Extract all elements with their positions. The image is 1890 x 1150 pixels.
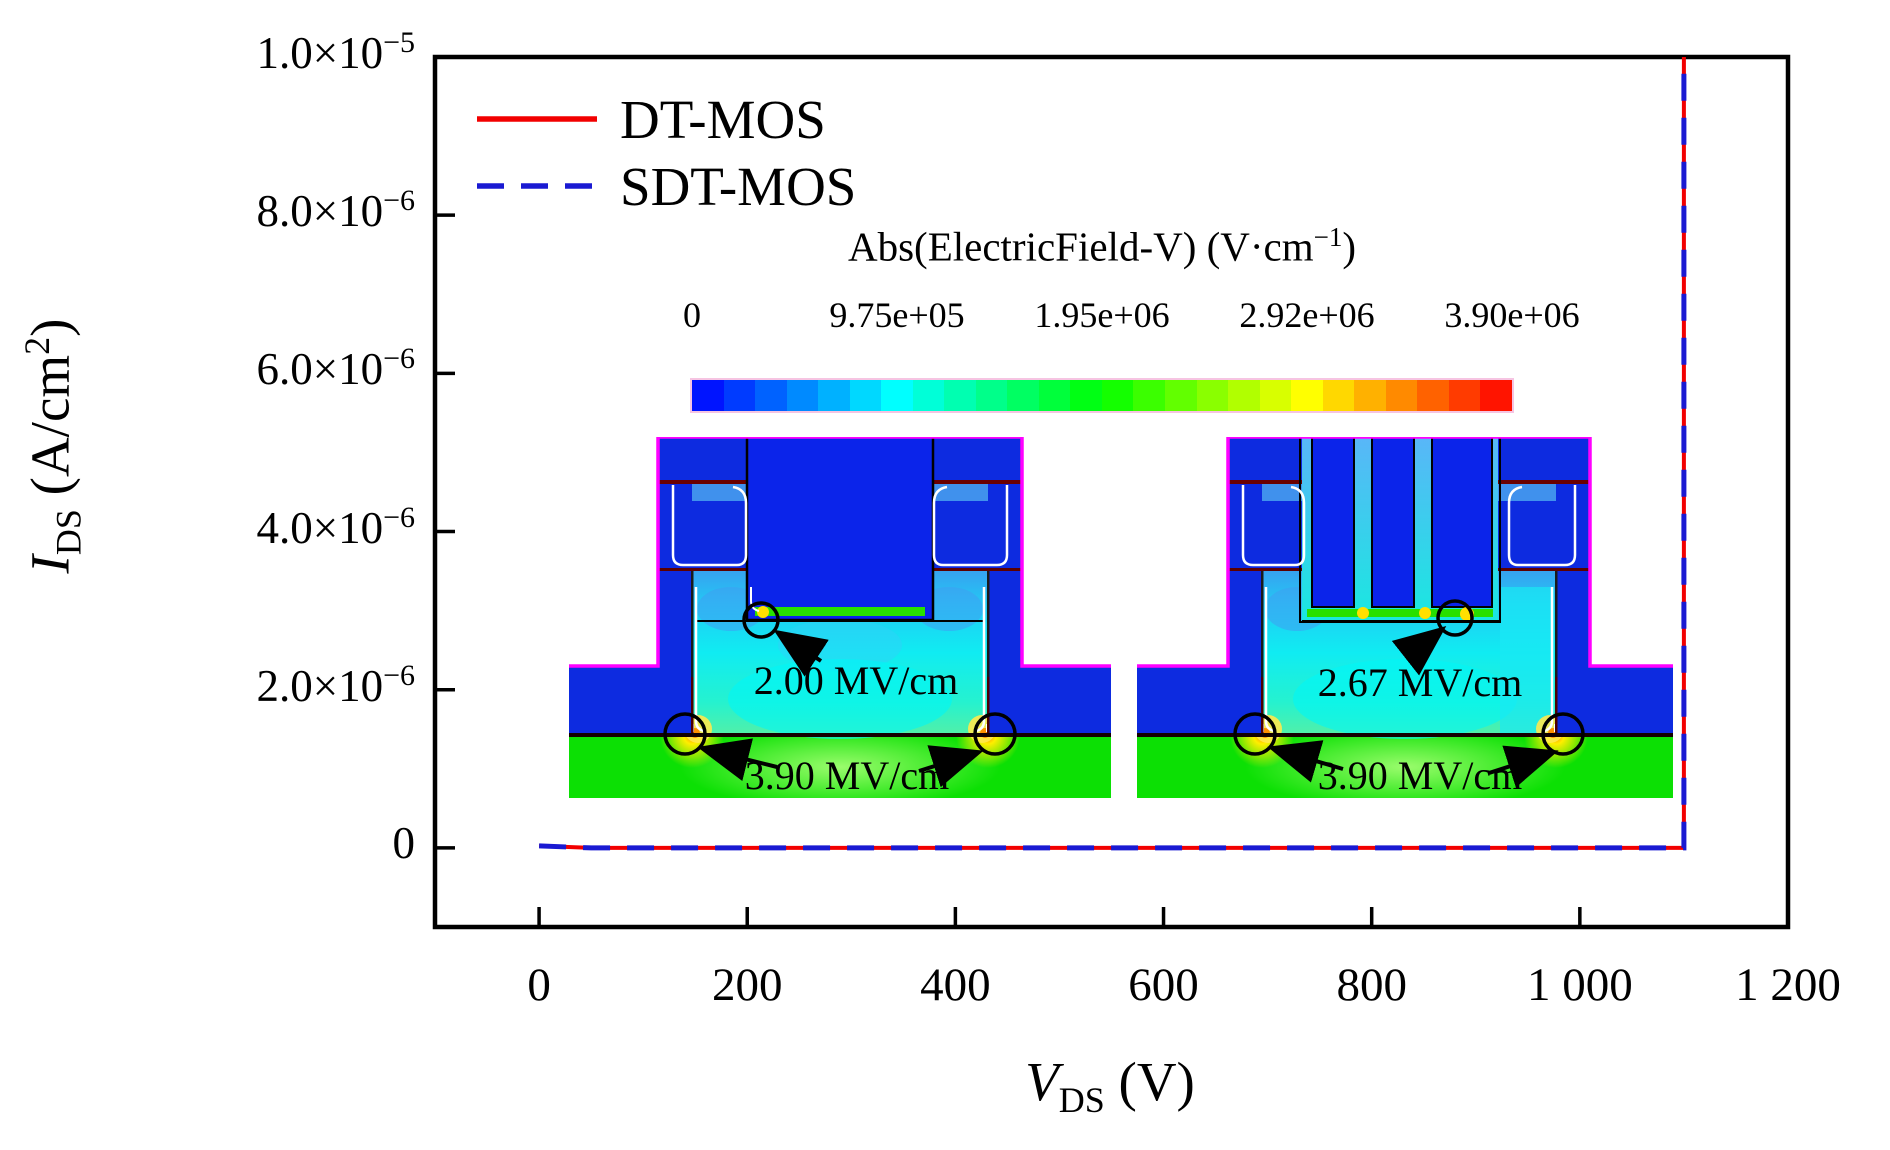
sdtmos-cross-section <box>1137 437 1673 798</box>
dtmos-cross-section <box>569 437 1111 798</box>
sdtmos-annotations <box>1233 599 1585 788</box>
hotspot-circle-gate <box>742 601 780 639</box>
annotation-arrow <box>697 738 778 782</box>
y-tick-label: 2.0×10−6 <box>256 658 415 711</box>
colorbar-segment <box>1133 380 1165 411</box>
hotspot-circle-left-corner <box>663 712 707 756</box>
x-tick-label: 0 <box>527 959 551 1011</box>
depletion-contour <box>1241 485 1306 567</box>
colorbar-segment <box>1480 380 1512 411</box>
split-trench-column <box>1371 437 1415 608</box>
colorbar-tick-label: 2.92e+06 <box>1239 295 1375 335</box>
colorbar-segment <box>1038 380 1071 411</box>
inset-sdtmos-field-map: 2.67 MV/cm 3.90 MV/cm <box>1137 437 1673 798</box>
colorbar-tick-label: 0 <box>683 295 701 335</box>
x-tick-label: 200 <box>711 959 783 1011</box>
inset-dtmos-field-map: 2.00 MV/cm 3.90 MV/cm <box>569 437 1111 798</box>
axis-ticks <box>435 55 1790 927</box>
x-axis-subscript: DS <box>1058 1080 1105 1120</box>
colorbar-tick-label: 3.90e+06 <box>1444 295 1580 335</box>
dtmos-annotations <box>663 601 1017 788</box>
annotation-arrow <box>918 745 984 788</box>
colorbar-segment <box>1448 380 1481 411</box>
y-axis-title: IDS (A/cm2) <box>16 211 88 681</box>
colorbar-segment <box>1259 380 1292 411</box>
colorbar-tick-label: 9.75e+05 <box>829 295 965 335</box>
depletion-contour <box>1507 485 1577 567</box>
depletion-contour <box>932 485 1009 567</box>
field-label-corner: 3.90 MV/cm <box>1318 753 1522 798</box>
plot-frame <box>432 54 1791 930</box>
annotation-arrow <box>773 629 829 677</box>
x-tick-label: 1 200 <box>1735 959 1841 1011</box>
y-tick-label: 6.0×10−6 <box>256 342 415 395</box>
colorbar-title-close: ) <box>1342 223 1357 270</box>
colorbar-segment <box>1196 380 1229 411</box>
x-axis-units: (V) <box>1104 1051 1195 1112</box>
colorbar-segment <box>1354 380 1386 411</box>
colorbar-segment <box>1101 380 1134 411</box>
colorbar-segment <box>912 380 945 411</box>
colorbar-tick-label: 1.95e+06 <box>1034 295 1170 335</box>
colorbar-segment <box>944 380 976 411</box>
split-trench-column <box>1311 437 1355 608</box>
y-tick-label: 4.0×10−6 <box>256 500 415 553</box>
y-axis-units: (A/cm <box>19 354 81 510</box>
annotation-arrow <box>1267 740 1344 783</box>
hotspot-circle-left-corner <box>1233 712 1277 756</box>
device-outline <box>569 437 1111 668</box>
colorbar-segment <box>881 380 913 411</box>
x-axis-variable: V <box>1025 1051 1059 1112</box>
depletion-contour <box>671 485 748 567</box>
colorbar-segment <box>1007 380 1039 411</box>
colorbar-segment <box>1164 380 1197 411</box>
field-label-corner: 3.90 MV/cm <box>745 753 949 798</box>
field-label-gate: 2.00 MV/cm <box>754 658 958 703</box>
y-tick-label: 1.0×10−5 <box>256 26 415 78</box>
y-axis-units-sup: 2 <box>17 336 57 355</box>
y-tick-label: 0 <box>392 817 416 868</box>
colorbar-segment <box>1070 380 1102 411</box>
field-label-gate: 2.67 MV/cm <box>1318 660 1522 705</box>
colorbar-segment <box>1385 380 1418 411</box>
iv-curves <box>539 57 1687 851</box>
x-tick-label: 600 <box>1128 959 1199 1011</box>
hotspot-circle-right-corner <box>973 712 1017 756</box>
colorbar-segment <box>786 380 819 411</box>
y-axis-units-end: ) <box>19 318 81 337</box>
x-axis-title: VDS (V) <box>1000 1050 1220 1121</box>
colorbar-title: Abs(ElectricField-V) (V·cm−1) <box>692 222 1512 271</box>
colorbar-segment <box>755 380 787 411</box>
colorbar-segment <box>692 380 724 411</box>
annotation-arrow <box>1488 745 1559 788</box>
x-tick-label: 400 <box>920 959 991 1011</box>
curve-sdt-mos <box>539 57 1687 851</box>
colorbar-segment <box>849 380 882 411</box>
colorbar-segment <box>723 380 756 411</box>
x-tick-label: 800 <box>1336 959 1407 1011</box>
y-tick-label: 8.0×10−6 <box>256 184 415 237</box>
colorbar-title-text: Abs(ElectricField-V) (V·cm <box>847 223 1314 270</box>
colorbar-segment <box>1417 380 1449 411</box>
colorbar-title-exponent: −1 <box>1313 222 1343 252</box>
colorbar-gradient <box>690 378 1514 413</box>
colorbar-segment <box>1291 380 1323 411</box>
x-tick-label: 1 000 <box>1526 959 1633 1011</box>
y-axis-subscript: DS <box>48 509 89 556</box>
colorbar-segment <box>975 380 1008 411</box>
device-outline <box>1137 437 1673 668</box>
y-axis-variable: I <box>19 555 81 574</box>
legend-label-dt-mos: DT-MOS <box>620 89 826 150</box>
annotation-arrow <box>1391 626 1447 676</box>
colorbar-segment <box>818 380 850 411</box>
hotspot-circle-gate <box>1436 599 1474 637</box>
colorbar-segment <box>1228 380 1260 411</box>
colorbar-segment <box>1322 380 1355 411</box>
hotspot-circle-right-corner <box>1541 712 1585 756</box>
legend-label-sdt-mos: SDT-MOS <box>620 156 856 217</box>
split-trench-column <box>1431 437 1493 608</box>
